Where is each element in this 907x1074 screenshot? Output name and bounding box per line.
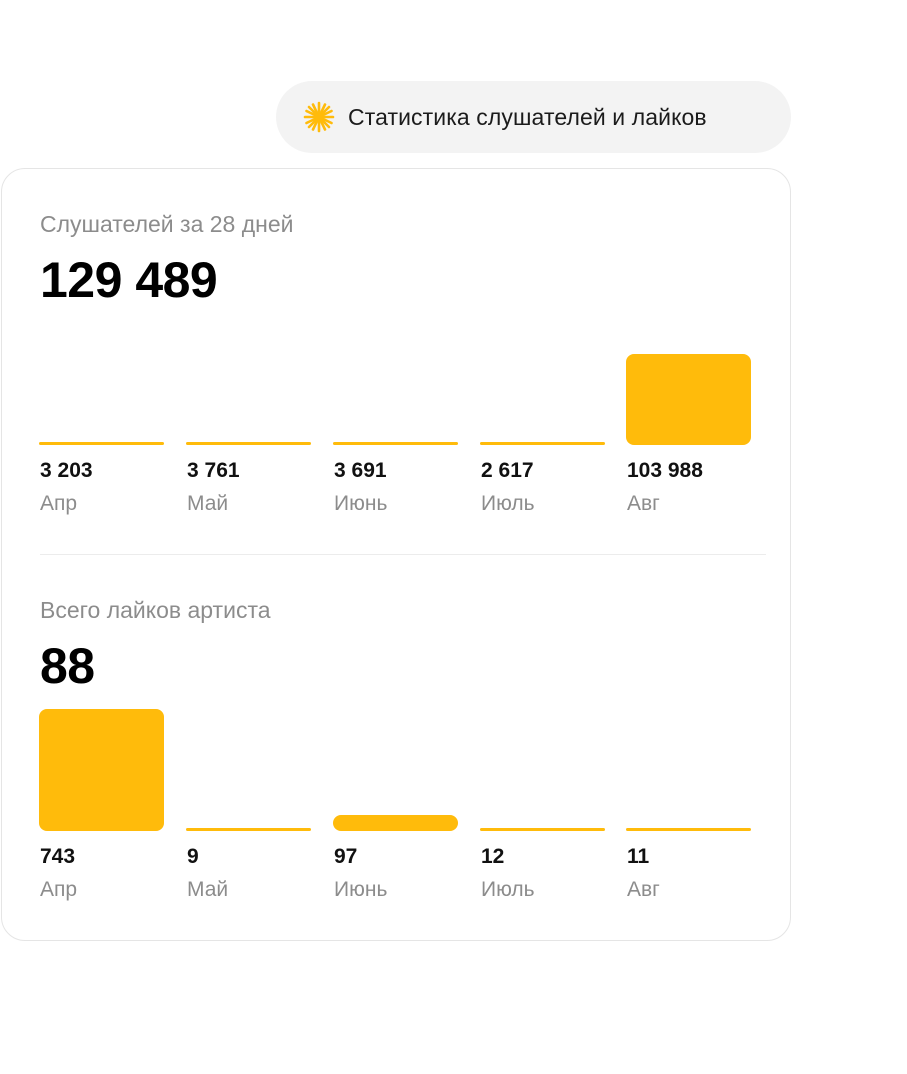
likes-title: Всего лайков артиста <box>40 597 271 623</box>
likes-bar-2 <box>186 828 311 831</box>
listeners-bar-1 <box>39 442 164 445</box>
likes-bar-3 <box>333 815 458 831</box>
likes-month-label-2: Май <box>187 878 229 901</box>
likes-bar-1 <box>39 709 164 831</box>
listeners-total: 129 489 <box>40 252 218 308</box>
listeners-value-label-5: 103 988 <box>627 459 703 482</box>
likes-month-label-3: Июнь <box>334 878 388 901</box>
likes-value-label-5: 11 <box>627 845 650 868</box>
listeners-month-label-5: Авг <box>627 492 660 515</box>
likes-month-label-4: Июль <box>481 878 535 901</box>
listeners-value-label-1: 3 203 <box>40 459 93 482</box>
listeners-month-label-1: Апр <box>40 492 78 515</box>
likes-month-label-5: Авг <box>627 878 660 901</box>
likes-total: 88 <box>40 638 95 694</box>
listeners-bar-3 <box>333 442 458 445</box>
listeners-bar-2 <box>186 442 311 445</box>
likes-bar-5 <box>626 828 751 831</box>
divider <box>40 554 766 555</box>
listeners-value-label-4: 2 617 <box>481 459 534 482</box>
stats-card: Слушателей за 28 дней 129 489 Всего лайк… <box>1 168 791 941</box>
listeners-month-label-4: Июль <box>481 492 535 515</box>
listeners-value-label-2: 3 761 <box>187 459 240 482</box>
likes-value-label-2: 9 <box>187 845 199 868</box>
likes-value-label-4: 12 <box>481 845 505 868</box>
stats-chip[interactable]: Статистика слушателей и лайков <box>276 81 791 153</box>
likes-bar-4 <box>480 828 605 831</box>
stats-chip-label: Статистика слушателей и лайков <box>348 103 707 130</box>
likes-month-label-1: Апр <box>40 878 78 901</box>
listeners-month-label-2: Май <box>187 492 229 515</box>
likes-value-label-3: 97 <box>334 845 358 868</box>
listeners-value-label-3: 3 691 <box>334 459 387 482</box>
sparkle-icon <box>302 100 336 134</box>
listeners-bar-4 <box>480 442 605 445</box>
likes-value-label-1: 743 <box>40 845 76 868</box>
listeners-bar-5 <box>626 354 751 445</box>
listeners-month-label-3: Июнь <box>334 492 388 515</box>
listeners-title: Слушателей за 28 дней <box>40 211 294 237</box>
